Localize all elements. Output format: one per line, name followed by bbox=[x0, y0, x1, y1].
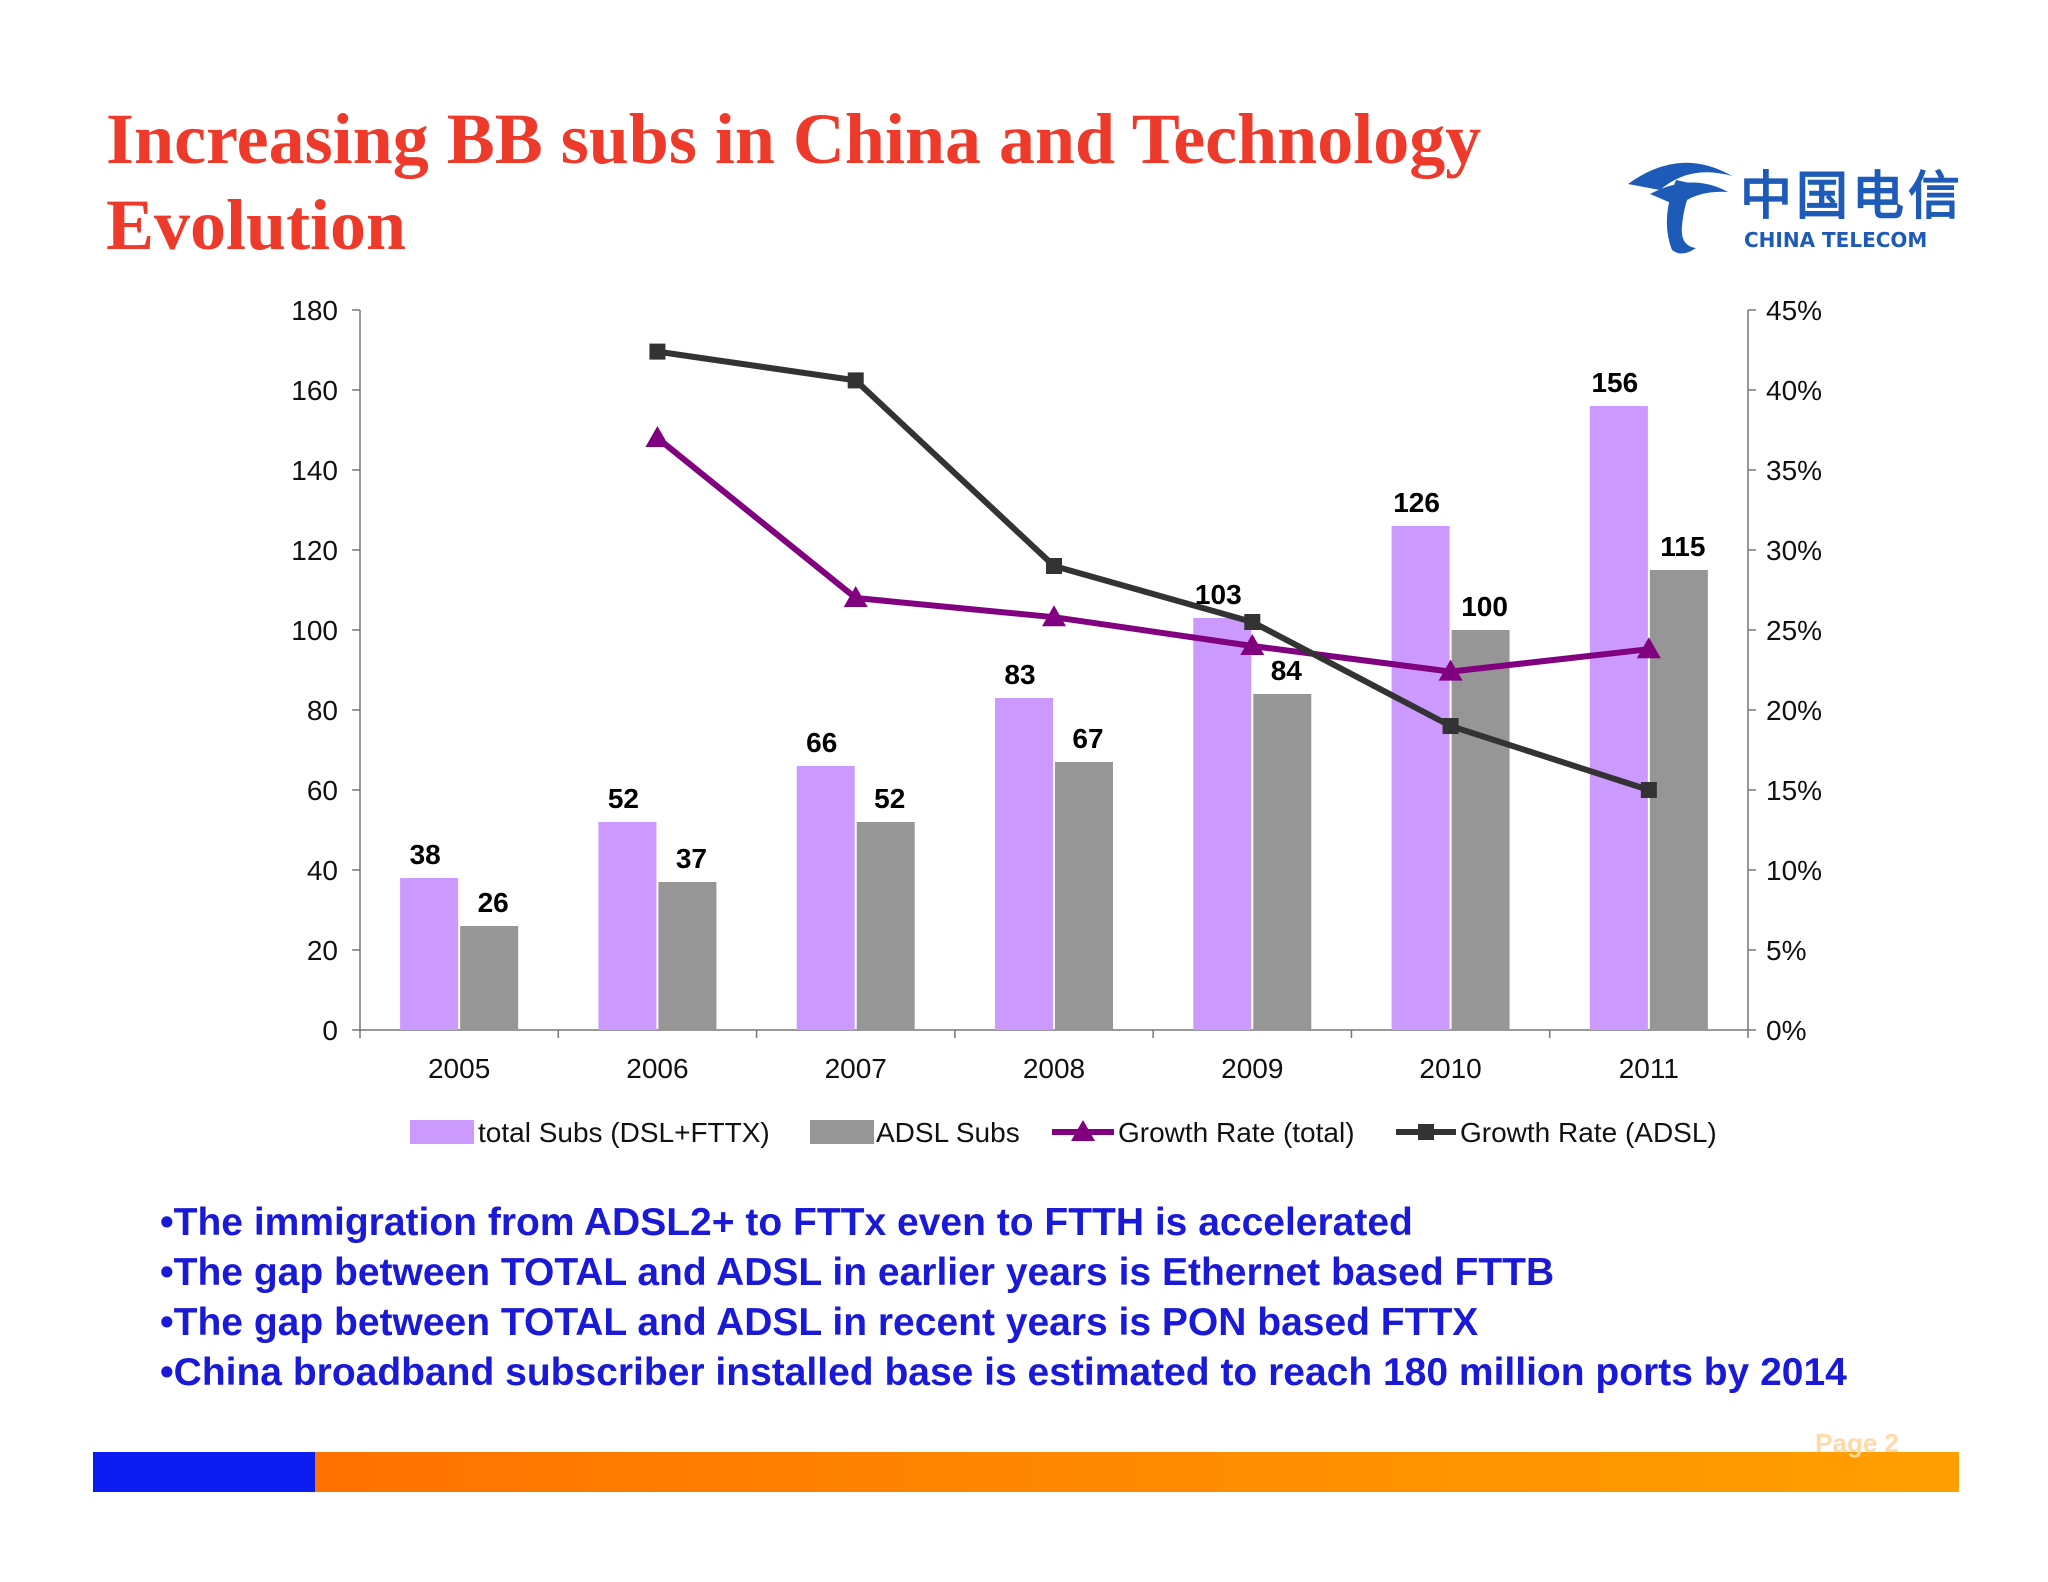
total-subs-value-label: 156 bbox=[1591, 367, 1638, 398]
adsl-subs-value-label: 67 bbox=[1072, 723, 1103, 754]
chart-lines bbox=[645, 343, 1661, 798]
china-telecom-logo: 中国电信 CHINA TELECOM bbox=[1620, 150, 1960, 260]
left-tick-label: 160 bbox=[291, 375, 338, 406]
title-line-2: Evolution bbox=[106, 185, 407, 265]
growth-rate-total-point bbox=[843, 586, 868, 607]
total-subs-value-label: 103 bbox=[1195, 579, 1242, 610]
bullet-item: •The gap between TOTAL and ADSL in earli… bbox=[160, 1251, 1555, 1294]
growth-rate-total-point bbox=[1042, 605, 1066, 627]
telecom-emblem-icon bbox=[1628, 162, 1732, 254]
left-tick-label: 80 bbox=[307, 695, 338, 726]
legend-growth-adsl-label: Growth Rate (ADSL) bbox=[1460, 1117, 1717, 1148]
right-tick-label: 0% bbox=[1766, 1015, 1806, 1046]
chart-axes: 0 20 40 60 80 100 120 140 160 180 0% 5% 10% 15% 20% 25%… bbox=[291, 295, 1822, 1084]
right-tick-label: 20% bbox=[1766, 695, 1822, 726]
right-tick-label: 30% bbox=[1766, 535, 1822, 566]
bullet-list: •The immigration from ADSL2+ to FTTx eve… bbox=[160, 1198, 1920, 1398]
legend-adsl-subs-swatch bbox=[810, 1120, 874, 1144]
x-tick-label: 2010 bbox=[1419, 1053, 1481, 1084]
total-subs-value-label: 126 bbox=[1393, 487, 1440, 518]
footer-blue-segment bbox=[93, 1452, 315, 1492]
adsl-subs-value-label: 52 bbox=[874, 783, 905, 814]
left-tick-label: 100 bbox=[291, 615, 338, 646]
adsl-subs-bar bbox=[460, 926, 519, 1030]
legend-growth-total-marker bbox=[1071, 1120, 1095, 1141]
bullet-item: •The gap between TOTAL and ADSL in recen… bbox=[160, 1301, 1479, 1344]
total-subs-bar bbox=[1193, 618, 1252, 1030]
adsl-subs-value-label: 100 bbox=[1461, 591, 1508, 622]
adsl-subs-value-label: 84 bbox=[1271, 655, 1303, 686]
right-tick-label: 10% bbox=[1766, 855, 1822, 886]
x-tick-label: 2005 bbox=[428, 1053, 490, 1084]
growth-rate-total-point bbox=[645, 426, 670, 447]
x-tick-label: 2011 bbox=[1619, 1053, 1679, 1084]
left-tick-label: 140 bbox=[291, 455, 338, 486]
growth-rate-adsl-point bbox=[847, 372, 864, 389]
total-subs-bar bbox=[796, 766, 855, 1030]
bullet-item: •The immigration from ADSL2+ to FTTx eve… bbox=[160, 1201, 1413, 1244]
broadband-subs-chart: 0 20 40 60 80 100 120 140 160 180 0% 5% 10% 15% 20% 25%… bbox=[291, 295, 1822, 1148]
growth-rate-total-point bbox=[1240, 634, 1265, 655]
left-tick-label: 20 bbox=[307, 935, 338, 966]
chart-data-labels: 38 52 66 83 103 126 156 26 37 52 67 84 100 115 bbox=[410, 367, 1706, 918]
total-subs-value-label: 83 bbox=[1004, 659, 1035, 690]
logo-text-chinese: 中国电信 bbox=[1740, 167, 1965, 227]
chart-legend: total Subs (DSL+FTTX) ADSL Subs Growth Rat… bbox=[410, 1117, 1717, 1148]
x-tick-label: 2007 bbox=[825, 1053, 887, 1084]
adsl-subs-bar bbox=[1253, 694, 1312, 1030]
total-subs-bar bbox=[1391, 526, 1450, 1030]
legend-adsl-subs-label: ADSL Subs bbox=[876, 1117, 1020, 1148]
x-tick-label: 2009 bbox=[1221, 1053, 1283, 1084]
adsl-subs-value-label: 115 bbox=[1660, 531, 1705, 562]
bullet-item: •China broadband subscriber installed ba… bbox=[160, 1351, 1847, 1394]
legend-total-subs-swatch bbox=[410, 1120, 474, 1144]
slide-title: Increasing BB subs in China and Technolo… bbox=[106, 96, 1666, 268]
total-subs-bar bbox=[995, 698, 1053, 1030]
growth-rate-adsl-point bbox=[1442, 718, 1459, 734]
adsl-subs-bar bbox=[658, 882, 717, 1030]
right-tick-label: 25% bbox=[1766, 615, 1822, 646]
growth-rate-total-point bbox=[1636, 637, 1661, 659]
right-tick-label: 35% bbox=[1766, 455, 1822, 486]
growth-rate-adsl-point bbox=[1640, 782, 1657, 798]
legend-growth-total-label: Growth Rate (total) bbox=[1118, 1117, 1355, 1148]
adsl-subs-value-label: 37 bbox=[676, 843, 707, 874]
adsl-subs-value-label: 26 bbox=[478, 887, 509, 918]
x-tick-label: 2008 bbox=[1023, 1053, 1085, 1084]
growth-rate-adsl-point bbox=[1046, 558, 1062, 574]
x-tick-label: 2006 bbox=[626, 1053, 688, 1084]
total-subs-value-label: 38 bbox=[410, 839, 441, 870]
left-tick-label: 60 bbox=[307, 775, 338, 806]
legend-growth-adsl-marker bbox=[1418, 1124, 1434, 1140]
left-tick-label: 120 bbox=[291, 535, 338, 566]
title-line-1: Increasing BB subs in China and Technolo… bbox=[106, 99, 1482, 179]
logo-text-english: CHINA TELECOM bbox=[1744, 228, 1928, 252]
right-tick-label: 5% bbox=[1766, 935, 1806, 966]
total-subs-value-label: 66 bbox=[806, 727, 837, 758]
page-number: Page 2 bbox=[1815, 1428, 1899, 1458]
adsl-subs-bar bbox=[856, 822, 915, 1030]
growth-rate-total-point bbox=[1438, 659, 1463, 681]
adsl-subs-bar bbox=[1451, 630, 1510, 1030]
left-tick-label: 40 bbox=[307, 855, 338, 886]
growth-rate-adsl-line bbox=[656, 348, 1650, 793]
left-tick-label: 0 bbox=[322, 1015, 338, 1046]
chart-bars bbox=[400, 406, 1708, 1030]
right-tick-label: 40% bbox=[1766, 375, 1822, 406]
right-tick-label: 15% bbox=[1766, 775, 1822, 806]
total-subs-bar bbox=[400, 878, 459, 1030]
total-subs-value-label: 52 bbox=[608, 783, 639, 814]
total-subs-bar bbox=[1589, 406, 1648, 1030]
legend-total-subs-label: total Subs (DSL+FTTX) bbox=[478, 1117, 770, 1148]
adsl-subs-bar bbox=[1055, 762, 1113, 1030]
growth-rate-adsl-point bbox=[649, 343, 666, 360]
footer-bar: Page 2 bbox=[93, 1428, 1959, 1492]
total-subs-bar bbox=[598, 822, 657, 1030]
left-tick-label: 180 bbox=[291, 295, 338, 326]
growth-rate-adsl-point bbox=[1244, 614, 1261, 630]
adsl-subs-bar bbox=[1649, 570, 1708, 1030]
growth-rate-total-line bbox=[655, 435, 1650, 675]
right-tick-label: 45% bbox=[1766, 295, 1822, 326]
